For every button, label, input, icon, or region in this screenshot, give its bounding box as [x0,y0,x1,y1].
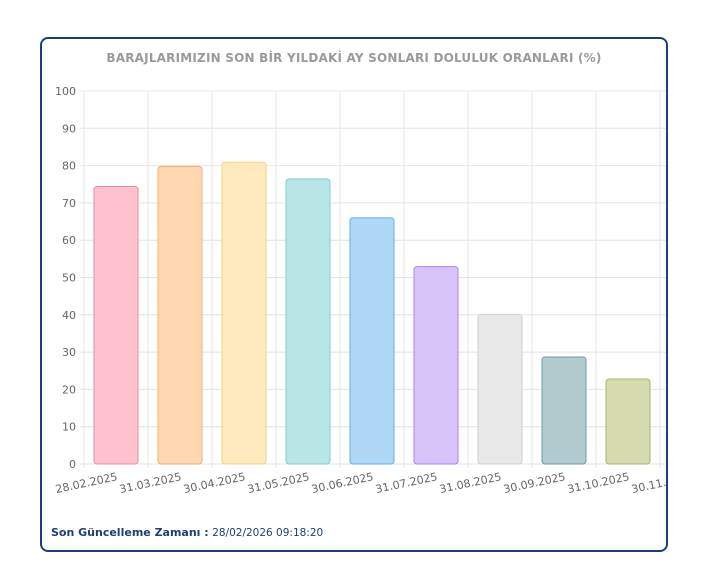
bar-chart: 0 10 20 30 40 50 60 70 80 90 100 28.02.2025 31.03.20… [54,85,666,496]
y-tick-label: 40 [62,309,76,322]
x-tick-label: 30.04.2025 [182,470,246,496]
y-tick-label: 100 [55,85,76,98]
bar [93,185,139,465]
x-tick-label: 31.05.2025 [246,470,310,496]
chart-title: BARAJLARIMIZIN SON BİR YILDAKİ AY SONLAR… [106,51,602,65]
bar [605,378,651,465]
last-update: Son Güncelleme Zamanı : 28/02/2026 09:18… [51,526,323,539]
bar [285,178,331,465]
bar [157,165,203,465]
x-tick-label: 31.03.2025 [118,470,182,496]
y-tick-label: 80 [62,160,76,173]
y-tick-label: 0 [69,458,76,471]
x-tick-label: 31.07.2025 [374,470,438,496]
chart-card: BARAJLARIMIZIN SON BİR YILDAKİ AY SONLAR… [40,37,668,552]
last-update-value: 28/02/2026 09:18:20 [212,527,324,539]
bar [349,217,395,465]
x-tick-label: 30.09.2025 [502,470,566,496]
x-tick-label: 31.10.2025 [566,470,630,496]
x-tick-label: 31.08.2025 [438,470,502,496]
y-tick-label: 90 [62,122,76,135]
x-tick-label: 30.06.2025 [310,470,374,496]
x-tick-label: 30.11.2025 [630,470,666,496]
y-tick-label: 70 [62,197,76,210]
x-tick-label: 28.02.2025 [54,470,118,496]
y-tick-label: 60 [62,234,76,247]
y-tick-label: 20 [62,383,76,396]
bar [221,161,267,465]
y-tick-label: 10 [62,421,76,434]
y-tick-label: 30 [62,346,76,359]
bar [477,313,523,465]
last-update-label: Son Güncelleme Zamanı : [51,526,209,539]
y-tick-label: 50 [62,272,76,285]
bar [541,356,587,465]
bar [413,266,459,465]
